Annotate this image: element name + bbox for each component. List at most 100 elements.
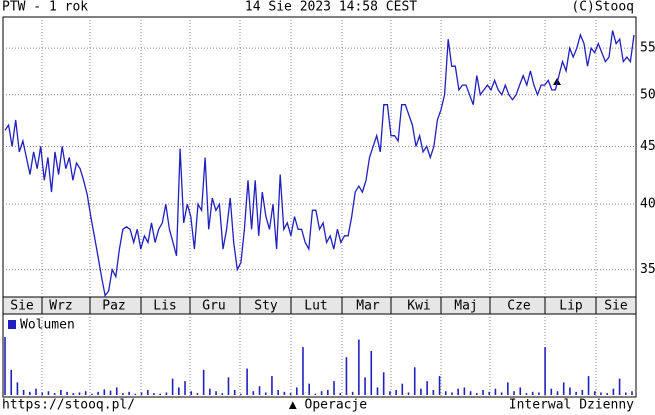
volume-bar bbox=[382, 372, 385, 395]
volume-bar bbox=[140, 392, 143, 395]
volume-bar bbox=[41, 392, 44, 395]
volume-bar bbox=[165, 392, 168, 395]
legend-swatch bbox=[8, 320, 16, 329]
y-tick-label: 45 bbox=[640, 139, 655, 154]
volume-bar bbox=[618, 378, 621, 395]
volume-bar bbox=[16, 382, 19, 395]
volume-bar bbox=[159, 393, 161, 395]
month-label: Gru bbox=[202, 299, 225, 314]
volume-bar bbox=[227, 377, 230, 395]
volume-bar bbox=[432, 389, 435, 395]
month-label: Kwi bbox=[407, 299, 430, 314]
volume-bar bbox=[72, 393, 75, 395]
volume-bar bbox=[171, 378, 174, 395]
volume-bar bbox=[606, 393, 608, 395]
volume-bar bbox=[97, 391, 99, 395]
volume-bar bbox=[35, 388, 37, 395]
volume-bar bbox=[240, 393, 242, 395]
volume-bar bbox=[78, 392, 81, 395]
volume-bar bbox=[438, 376, 441, 395]
volume-bar bbox=[84, 391, 87, 395]
volume-bar bbox=[476, 393, 478, 395]
volume-bar bbox=[209, 388, 211, 395]
volume-bar bbox=[556, 391, 559, 395]
volume-bar bbox=[302, 347, 304, 395]
volume-bar bbox=[525, 393, 528, 395]
volume-bar bbox=[327, 389, 329, 395]
month-label: Cze bbox=[507, 299, 531, 314]
volume-bar bbox=[389, 391, 391, 395]
volume-bar bbox=[370, 350, 373, 395]
volume-bar bbox=[457, 388, 459, 395]
volume-bar bbox=[469, 391, 472, 395]
month-label: Mar bbox=[356, 299, 380, 314]
legend-label: Wolumen bbox=[20, 318, 75, 333]
volume-bar bbox=[401, 383, 404, 395]
volume-bar bbox=[624, 392, 627, 395]
volume-bar bbox=[60, 389, 62, 395]
month-label: Lut bbox=[304, 299, 327, 314]
footer-center: ▲ Operacje bbox=[289, 398, 367, 413]
volume-bar bbox=[339, 393, 342, 395]
volume-bar bbox=[320, 391, 323, 395]
volume-bar bbox=[407, 392, 410, 395]
volume-bar bbox=[202, 369, 205, 395]
volume-bar bbox=[53, 393, 56, 395]
volume-bar bbox=[513, 391, 515, 395]
volume-bar bbox=[494, 388, 497, 395]
footer-right: Interwal Dzienny bbox=[509, 398, 634, 413]
volume-bar bbox=[91, 393, 93, 395]
volume-bar bbox=[289, 393, 292, 395]
volume-bar bbox=[426, 381, 428, 395]
volume-bar bbox=[178, 387, 180, 395]
month-label: Wrz bbox=[49, 299, 72, 314]
volume-bar bbox=[507, 382, 509, 395]
header-center: 14 Sie 2023 14:58 CEST bbox=[245, 0, 417, 15]
volume-bar bbox=[196, 393, 199, 395]
volume-bar bbox=[221, 393, 224, 395]
month-label: Maj bbox=[454, 299, 477, 314]
month-label: Sie bbox=[10, 299, 34, 314]
volume-bar bbox=[184, 381, 186, 395]
volume-bar bbox=[333, 381, 335, 395]
volume-bar bbox=[4, 337, 6, 395]
volume-bar bbox=[395, 389, 397, 395]
volume-bar bbox=[631, 391, 633, 395]
volume-bar bbox=[351, 391, 354, 395]
volume-bar bbox=[562, 382, 565, 395]
volume-bar bbox=[122, 393, 124, 395]
volume-bar bbox=[190, 391, 193, 395]
volume-bar bbox=[47, 391, 50, 395]
volume-bar bbox=[109, 390, 112, 395]
volume-bar bbox=[500, 392, 503, 395]
price-line bbox=[4, 30, 635, 298]
month-label: Lip bbox=[559, 299, 583, 314]
volume-bar bbox=[128, 391, 130, 395]
volume-bar bbox=[600, 392, 602, 395]
volume-bar bbox=[358, 339, 360, 395]
volume-bar bbox=[277, 389, 279, 395]
volume-bar bbox=[581, 389, 584, 395]
volume-bar bbox=[252, 391, 255, 395]
month-label: Lis bbox=[153, 299, 176, 314]
volume-bar bbox=[233, 389, 236, 395]
volume-bar bbox=[115, 387, 118, 395]
volume-bar bbox=[345, 357, 348, 395]
volume-bar bbox=[482, 389, 484, 395]
volume-bar bbox=[22, 389, 25, 395]
volume-bar bbox=[308, 383, 310, 395]
month-label: Paz bbox=[102, 299, 125, 314]
volume-bar bbox=[519, 387, 522, 395]
volume-bar bbox=[575, 391, 577, 395]
volume-bar bbox=[544, 347, 546, 395]
header-left: PTW - 1 rok bbox=[2, 0, 88, 15]
volume-bar bbox=[283, 391, 286, 395]
month-label: Sty bbox=[254, 299, 278, 314]
volume-bar bbox=[612, 388, 615, 395]
volume-bar bbox=[376, 387, 379, 395]
volume-bar bbox=[215, 391, 217, 395]
y-tick-label: 35 bbox=[640, 262, 655, 277]
header-right: (C)Stooq bbox=[571, 0, 634, 15]
y-tick-label: 55 bbox=[640, 41, 655, 56]
volume-bar bbox=[587, 376, 590, 395]
